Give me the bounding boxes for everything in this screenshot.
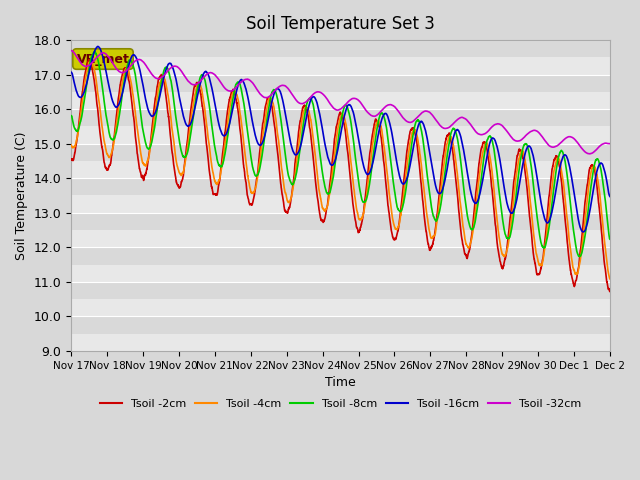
- Bar: [71, 58, 610, 74]
- Bar: [71, 264, 610, 282]
- Bar: [71, 23, 610, 40]
- Bar: [71, 316, 610, 334]
- Bar: [71, 247, 610, 264]
- Bar: [71, 213, 610, 230]
- Bar: [71, 230, 610, 247]
- X-axis label: Time: Time: [325, 376, 356, 389]
- Bar: [71, 144, 610, 161]
- Title: Soil Temperature Set 3: Soil Temperature Set 3: [246, 15, 435, 33]
- Bar: [71, 74, 610, 92]
- Bar: [71, 109, 610, 126]
- Bar: [71, 299, 610, 316]
- Legend: Tsoil -2cm, Tsoil -4cm, Tsoil -8cm, Tsoil -16cm, Tsoil -32cm: Tsoil -2cm, Tsoil -4cm, Tsoil -8cm, Tsoi…: [95, 395, 586, 414]
- Bar: [71, 178, 610, 195]
- Text: VR_met: VR_met: [77, 52, 129, 66]
- Bar: [71, 351, 610, 368]
- Bar: [71, 126, 610, 144]
- Bar: [71, 282, 610, 299]
- Bar: [71, 40, 610, 58]
- Y-axis label: Soil Temperature (C): Soil Temperature (C): [15, 131, 28, 260]
- Bar: [71, 195, 610, 213]
- Bar: [71, 161, 610, 178]
- Bar: [71, 334, 610, 351]
- Bar: [71, 92, 610, 109]
